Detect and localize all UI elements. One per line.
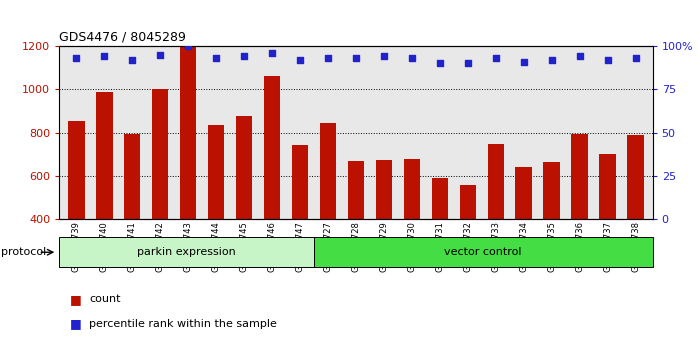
- Text: ■: ■: [70, 318, 82, 330]
- Bar: [313, 237, 653, 267]
- Point: [574, 53, 586, 59]
- Bar: [544, 162, 560, 306]
- Bar: [59, 237, 313, 267]
- Bar: [459, 185, 476, 306]
- Point: [70, 55, 82, 61]
- Bar: [207, 125, 225, 306]
- Text: protocol: protocol: [1, 247, 47, 257]
- Bar: [236, 116, 253, 306]
- Text: parkin expression: parkin expression: [137, 247, 236, 257]
- Point: [602, 57, 614, 63]
- Bar: [124, 134, 140, 306]
- Bar: [320, 123, 336, 306]
- Text: count: count: [89, 294, 121, 304]
- Bar: [96, 92, 112, 306]
- Point: [267, 50, 278, 56]
- Point: [154, 52, 165, 57]
- Bar: [572, 134, 588, 306]
- Point: [462, 61, 473, 66]
- Bar: [516, 167, 533, 306]
- Point: [322, 55, 334, 61]
- Bar: [628, 135, 644, 306]
- Point: [211, 55, 222, 61]
- Point: [630, 55, 641, 61]
- Text: percentile rank within the sample: percentile rank within the sample: [89, 319, 277, 329]
- Point: [406, 55, 417, 61]
- Bar: [151, 89, 168, 306]
- Bar: [68, 121, 84, 306]
- Text: GDS4476 / 8045289: GDS4476 / 8045289: [59, 30, 186, 44]
- Bar: [431, 178, 448, 306]
- Bar: [403, 159, 420, 306]
- Point: [126, 57, 138, 63]
- Point: [182, 43, 193, 49]
- Bar: [292, 145, 309, 306]
- Bar: [179, 47, 196, 306]
- Bar: [264, 76, 281, 306]
- Bar: [348, 161, 364, 306]
- Point: [378, 53, 389, 59]
- Bar: [487, 144, 504, 306]
- Bar: [376, 160, 392, 306]
- Point: [434, 61, 445, 66]
- Point: [295, 57, 306, 63]
- Text: vector control: vector control: [445, 247, 522, 257]
- Point: [98, 53, 110, 59]
- Bar: [600, 154, 616, 306]
- Point: [547, 57, 558, 63]
- Point: [239, 53, 250, 59]
- Point: [350, 55, 362, 61]
- Text: ■: ■: [70, 293, 82, 306]
- Point: [490, 55, 501, 61]
- Point: [519, 59, 530, 64]
